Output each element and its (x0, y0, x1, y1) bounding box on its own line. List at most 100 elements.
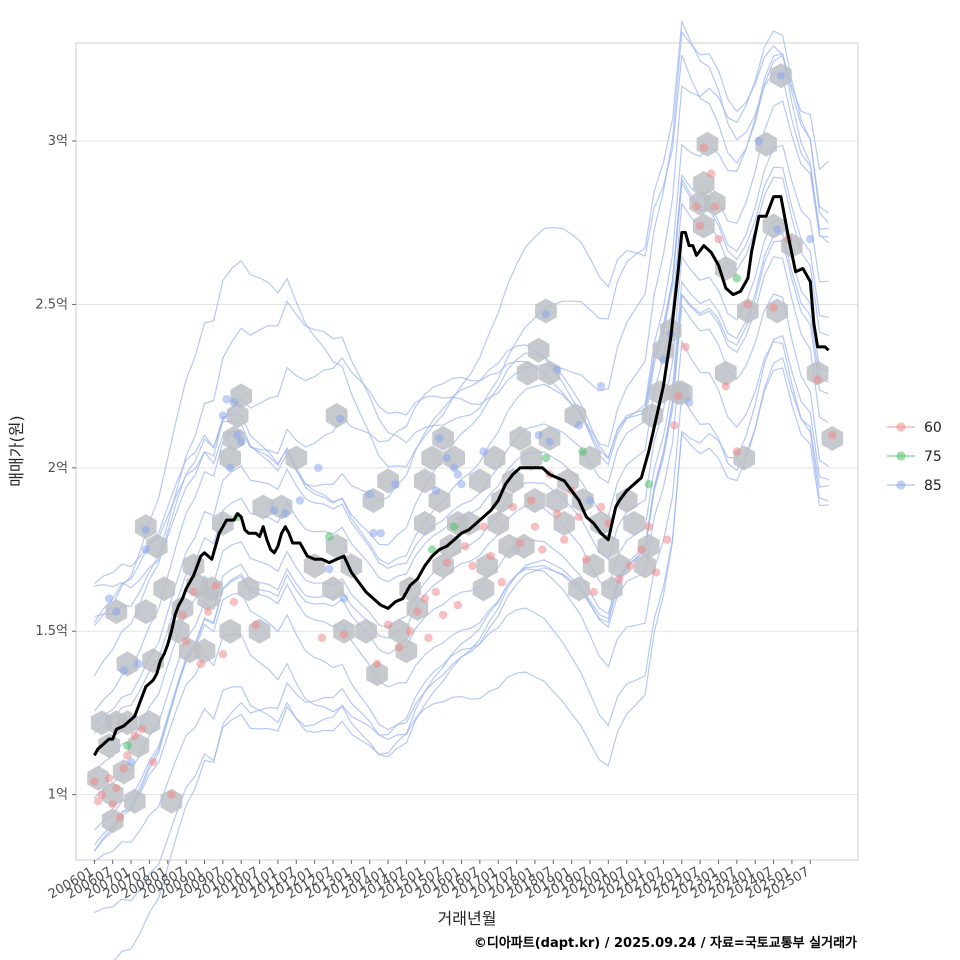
hexbin-cell (98, 733, 120, 759)
point-series-60 (582, 555, 591, 564)
hexbin-cell (355, 618, 377, 644)
point-series-85 (314, 463, 323, 473)
hexbin-cell (634, 553, 656, 579)
point-series-60 (479, 522, 488, 531)
point-series-85 (534, 430, 543, 440)
hexbin-cell (285, 445, 308, 471)
point-series-75 (541, 453, 551, 463)
point-series-60 (211, 581, 220, 590)
point-series-60 (651, 568, 661, 577)
point-series-60 (93, 796, 103, 806)
point-series-85 (225, 463, 235, 473)
hexbin-cell (715, 360, 737, 386)
hexbin-cell (421, 445, 443, 471)
point-series-85 (435, 434, 444, 443)
point-series-60 (108, 800, 117, 809)
hexbin-cell (509, 425, 532, 451)
hexbin-cell (134, 599, 157, 625)
point-series-85 (453, 470, 463, 479)
legend-key-point (896, 422, 906, 432)
point-series-85 (585, 496, 595, 505)
point-series-60 (130, 731, 139, 741)
hexbin-cell (458, 510, 480, 536)
y-tick-label: 1.5억 (35, 624, 68, 639)
point-series-60 (383, 620, 393, 629)
point-series-60 (178, 610, 187, 620)
y-tick-label: 2.5억 (35, 297, 68, 312)
point-series-60 (104, 774, 114, 783)
density-contour-line (93, 256, 829, 852)
point-series-60 (442, 558, 452, 567)
point-series-85 (218, 411, 228, 420)
hexbin-cell (252, 494, 275, 520)
hexbin-cell (590, 510, 612, 536)
point-series-85 (449, 463, 459, 473)
point-series-60 (813, 375, 822, 384)
hexbin-cell (366, 661, 388, 687)
density-contour-line (93, 339, 829, 846)
point-series-85 (336, 414, 345, 424)
point-series-75 (325, 532, 334, 541)
point-series-85 (391, 479, 400, 489)
hexbin-cell (171, 595, 194, 621)
hexbin-cell (322, 576, 344, 602)
point-series-60 (339, 630, 349, 639)
hexbin-cell (571, 488, 594, 513)
point-series-60 (538, 545, 547, 554)
point-series-85 (552, 365, 562, 374)
y-tick-label: 2억 (48, 461, 68, 476)
point-series-85 (684, 398, 694, 407)
x-axis-title: 거래년월 (438, 909, 497, 928)
point-series-60 (468, 561, 477, 571)
point-series-60 (119, 764, 128, 773)
point-series-85 (365, 489, 374, 499)
point-series-85 (141, 525, 150, 535)
trend-line (93, 195, 830, 757)
point-series-60 (148, 757, 158, 767)
point-series-60 (637, 545, 646, 554)
point-series-60 (424, 633, 433, 642)
point-series-75 (449, 522, 459, 531)
plot-border (75, 42, 859, 861)
point-series-60 (137, 725, 147, 734)
point-series-60 (699, 143, 709, 152)
point-series-75 (578, 447, 587, 456)
point-series-60 (453, 600, 463, 610)
point-series-85 (754, 136, 764, 146)
point-series-60 (508, 502, 518, 512)
point-series-60 (743, 300, 753, 309)
point-series-85 (325, 564, 334, 574)
point-series-60 (769, 303, 778, 312)
point-series-60 (828, 430, 837, 440)
hexbin-cell (491, 488, 513, 513)
point-series-60 (460, 542, 470, 551)
point-series-60 (394, 643, 404, 652)
legend-label: 60 (924, 420, 942, 436)
points-layer (90, 71, 837, 822)
y-tick-label: 3억 (48, 134, 68, 149)
point-series-85 (776, 71, 786, 80)
point-series-60 (732, 447, 742, 456)
point-series-85 (369, 529, 378, 538)
point-series-85 (442, 453, 452, 463)
point-series-60 (181, 636, 191, 646)
point-series-60 (574, 512, 584, 522)
hexbin-cell (193, 638, 216, 664)
point-series-85 (596, 381, 606, 391)
density-contour-line (94, 30, 830, 585)
point-series-60 (486, 551, 496, 561)
point-series-60 (596, 502, 606, 512)
hexbin-cell (472, 576, 495, 602)
point-series-60 (673, 391, 683, 401)
point-series-60 (530, 522, 540, 531)
hexbin-cell (219, 445, 241, 471)
hexbin-cell (469, 468, 491, 494)
point-series-60 (527, 496, 536, 505)
point-series-60 (516, 538, 525, 548)
hexbin-cell (568, 576, 590, 602)
hexbin-cell (737, 298, 759, 324)
grid-layer (76, 140, 858, 796)
trend-layer (93, 195, 830, 757)
point-series-60 (644, 522, 653, 531)
